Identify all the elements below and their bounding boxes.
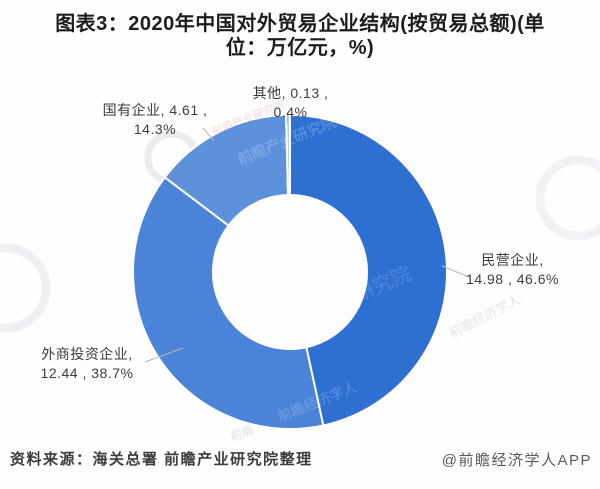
leader-line-other <box>286 111 289 124</box>
pie-slice-foreign-invested <box>132 175 325 430</box>
donut-slices <box>132 113 448 430</box>
data-label-state-line1: 国有企业, 4.61 , <box>102 102 208 118</box>
leader-lines <box>144 111 470 363</box>
source-note: 资料来源：海关总署 前瞻产业研究院整理 <box>10 451 313 468</box>
data-label-state-line2: 14.3% <box>133 121 177 137</box>
pie-slice-private-enterprise <box>289 113 448 427</box>
watermark-text: 前瞻 <box>228 422 255 444</box>
data-label-foreign-invested: 外商投资企业, 12.44 , 38.7% <box>8 345 166 383</box>
data-label-other: 其他, 0.13 , 0.4% <box>213 84 368 122</box>
data-label-private-enterprise: 民营企业, 14.98 , 46.6% <box>430 251 595 289</box>
data-label-other-line1: 其他, 0.13 , <box>252 85 329 101</box>
chart-title-line1: 图表3：2020年中国对外贸易企业结构(按贸易总额)(单 <box>55 13 545 35</box>
brand-handle: @前瞻经济学人APP <box>441 452 592 469</box>
data-label-other-line2: 0.4% <box>273 104 308 120</box>
data-label-foreign-line1: 外商投资企业, <box>41 346 133 362</box>
watermark-logo-circle <box>0 243 51 333</box>
leader-line-foreign <box>144 347 184 363</box>
chart-title-line2: 位：万亿元，%) <box>225 37 375 59</box>
data-label-foreign-line2: 12.44 , 38.7% <box>40 365 134 381</box>
data-label-private-line1: 民营企业, <box>481 252 544 268</box>
chart-title: 图表3：2020年中国对外贸易企业结构(按贸易总额)(单 位：万亿元，%) <box>20 12 580 60</box>
watermark-logo-circle <box>535 155 600 241</box>
data-label-state-owned: 国有企业, 4.61 , 14.3% <box>75 101 235 139</box>
data-label-private-line2: 14.98 , 46.6% <box>466 271 559 287</box>
leader-line-state <box>202 127 215 142</box>
leader-line-private <box>441 265 470 278</box>
watermark-text: 前瞻经济学人 <box>447 292 523 341</box>
